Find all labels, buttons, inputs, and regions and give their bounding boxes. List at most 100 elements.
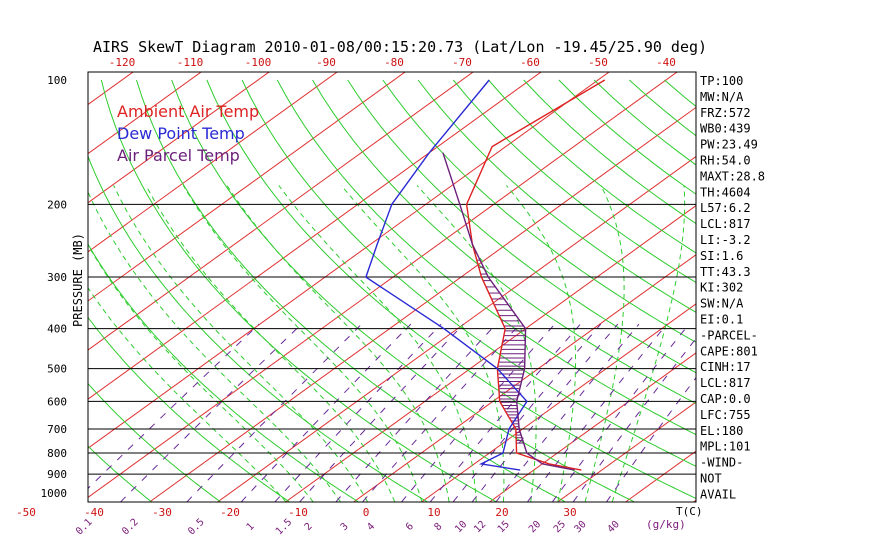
- dry-adiabat-line: [0, 80, 14, 502]
- mixing-ratio-tick-label: 12: [472, 519, 488, 535]
- plot-area: [0, 71, 870, 502]
- moist-adiabat-line: [182, 185, 423, 502]
- stat-item: MW:N/A: [700, 90, 744, 104]
- stat-item: KI:302: [700, 281, 743, 295]
- pressure-tick-label: 500: [47, 363, 67, 376]
- stat-item: TP:100: [700, 74, 743, 88]
- stat-item: CINH:17: [700, 360, 751, 374]
- dry-adiabat-line: [206, 79, 696, 499]
- dry-adiabat-line: [171, 79, 635, 502]
- pressure-tick-label: 1000: [41, 487, 68, 500]
- dry-adiabat-line: [88, 445, 152, 502]
- stat-item: LI:-3.2: [700, 233, 751, 247]
- dry-adiabat-line: [382, 79, 696, 343]
- dry-adiabat-line: [770, 80, 870, 502]
- bottom-temp-tick-label: -20: [220, 506, 240, 519]
- bottom-temperature-tick-labels: -50 -40 -30 -20 -10 0 10 20 30: [16, 506, 577, 519]
- stat-item: SW:N/A: [700, 297, 744, 311]
- isotherm-line: [557, 401, 696, 502]
- mixing-ratio-line: [274, 323, 442, 502]
- mixing-ratio-tick-label: 8: [433, 521, 445, 533]
- mixing-ratio-tick-label: 4: [365, 521, 377, 533]
- stat-item: AVAIL: [700, 487, 736, 501]
- mixing-ratio-tick-label: 1: [245, 521, 257, 533]
- mixing-ratio-tick-label: 25: [552, 519, 568, 535]
- moist-adiabat-line: [88, 190, 341, 502]
- mixing-ratio-tick-label: 3: [339, 521, 351, 533]
- dry-adiabat-line: [488, 79, 696, 254]
- top-temperature-tick-labels: -120 -110 -100 -90 -80 -70 -60 -50 -40: [109, 56, 676, 69]
- mixing-ratio-line: [401, 323, 556, 502]
- mixing-ratio-tick-label: 10: [453, 519, 469, 535]
- series-line: [465, 79, 606, 471]
- chart-title: AIRS SkewT Diagram 2010-01-08/00:15:20.7…: [93, 38, 707, 56]
- top-temp-tick-label: -60: [520, 56, 540, 69]
- stat-item: TH:4604: [700, 185, 751, 199]
- mixing-ratio-line: [335, 323, 497, 502]
- stat-item: RH:54.0: [700, 154, 751, 168]
- stat-item: PW:23.49: [700, 138, 758, 152]
- plot-frame: [87, 71, 697, 503]
- stats-panel: TP:100 MW:N/A FRZ:572 WB0:439 PW:23.49 RH:54.…: [700, 74, 765, 501]
- mixing-ratio-tick-label: 30: [572, 519, 588, 535]
- isotherm-line: [0, 71, 67, 502]
- bottom-temp-tick-label: -40: [84, 506, 104, 519]
- bottom-temp-tick-label: 10: [427, 506, 440, 519]
- isotherm-line: [88, 72, 542, 400]
- dry-adiabat-line: [276, 79, 696, 436]
- mixing-ratio-line: [120, 323, 302, 502]
- mixing-ratio-tick-label: 6: [404, 521, 416, 533]
- moist-adiabat-line: [416, 185, 537, 502]
- isobar-lines: [88, 203, 696, 475]
- mixing-ratio-line: [429, 323, 581, 502]
- legend-entry: Air Parcel Temp: [117, 146, 240, 165]
- moist-adiabat-line: [340, 185, 505, 502]
- dry-adiabat-line: [100, 79, 497, 502]
- stat-item: LCL:817: [700, 217, 751, 231]
- pressure-tick-label: 600: [47, 395, 67, 408]
- mixing-ratio-tick-label: 40: [606, 519, 622, 535]
- mixing-ratio-tick-label: 15: [496, 519, 512, 535]
- legend-entry: Ambient Air Temp: [117, 102, 259, 121]
- stat-item: LCL:817: [700, 376, 751, 390]
- pressure-tick-label: 900: [47, 468, 67, 481]
- dry-adiabat-line: [452, 79, 696, 284]
- moist-adiabat-line: [145, 185, 396, 502]
- mixing-ratio-tick-labels: 0.1 0.2 0.5 1 1.5 2 3 4 6 8 10 12 15 20 25 30 40: [74, 517, 622, 538]
- top-temp-tick-label: -50: [588, 56, 608, 69]
- isotherm-line: [88, 72, 270, 204]
- top-temp-tick-label: -40: [656, 56, 676, 69]
- moist-adiabat-line: [611, 185, 686, 502]
- stat-item: EL:180: [700, 424, 743, 438]
- bottom-temp-tick-label: -10: [288, 506, 308, 519]
- isotherm-line: [88, 72, 406, 302]
- stat-item: MAXT:28.8: [700, 169, 765, 183]
- dry-adiabat-line: [88, 316, 290, 502]
- stat-item: LFC:755: [700, 408, 751, 422]
- mixing-ratio-tick-label: 1.5: [274, 517, 295, 538]
- dry-adiabat-line: [312, 79, 696, 405]
- stat-item: L57:6.2: [700, 201, 751, 215]
- isotherm-line: [88, 72, 202, 155]
- dry-adiabat-lines: [0, 79, 870, 502]
- pressure-tick-label: 700: [47, 423, 67, 436]
- bottom-temp-tick-label: 20: [495, 506, 508, 519]
- dry-adiabat-line: [241, 79, 696, 467]
- mixing-ratio-unit: (g/kg): [646, 518, 686, 531]
- moist-adiabat-line: [113, 185, 368, 502]
- stat-item: TT:43.3: [700, 265, 751, 279]
- top-temp-tick-label: -120: [109, 56, 136, 69]
- pressure-tick-label: 300: [47, 271, 67, 284]
- bottom-temp-tick-label: -50: [16, 506, 36, 519]
- isotherm-line: [88, 72, 338, 253]
- mixing-ratio-tick-label: 0.5: [186, 517, 207, 538]
- stat-item: EI:0.1: [700, 313, 743, 327]
- y-axis-label: PRESSURE (MB): [71, 233, 85, 327]
- legend-entry: Dew Point Temp: [117, 124, 245, 143]
- stat-item: NOT: [700, 472, 722, 486]
- pressure-tick-label: 100: [47, 74, 67, 87]
- stat-item: -WIND-: [700, 456, 743, 470]
- dry-adiabat-line: [664, 79, 696, 107]
- dry-adiabat-line: [347, 79, 696, 374]
